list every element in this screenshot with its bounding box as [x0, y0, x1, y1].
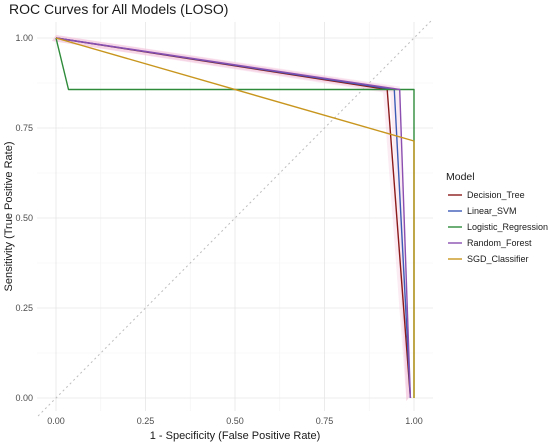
chart-title: ROC Curves for All Models (LOSO)	[9, 1, 228, 17]
y-tick-label: 0.00	[15, 393, 33, 403]
x-tick-label: 0.50	[226, 416, 244, 426]
legend-label: Linear_SVM	[467, 206, 517, 216]
x-tick-label: 0.25	[137, 416, 155, 426]
y-tick-label: 1.00	[15, 33, 33, 43]
legend-label: Random_Forest	[467, 238, 532, 248]
legend: Model Decision_Tree Linear_SVM Logistic_Re…	[446, 171, 548, 264]
series-line-sgd-classifier	[55, 37, 415, 398]
legend-label: Decision_Tree	[467, 190, 525, 200]
x-axis-title: 1 - Specificity (False Positive Rate)	[150, 430, 321, 442]
x-tick-label: 1.00	[405, 416, 423, 426]
legend-label: Logistic_Regression	[467, 222, 548, 232]
plot-area: 0.00 0.25 0.50 0.75 1.00 0.00 0.25 0.50 0.75 1.00	[15, 19, 433, 426]
y-tick-label: 0.25	[15, 303, 33, 313]
legend-label: SGD_Classifier	[467, 254, 529, 264]
y-axis-title: Sensitivity (True Positive Rate)	[3, 142, 15, 292]
y-tick-label: 0.50	[15, 213, 33, 223]
series-line-random-forest	[55, 37, 412, 399]
x-tick-label: 0.00	[47, 416, 65, 426]
y-tick-label: 0.75	[15, 123, 33, 133]
x-tick-label: 0.75	[316, 416, 334, 426]
legend-title: Model	[446, 171, 475, 183]
